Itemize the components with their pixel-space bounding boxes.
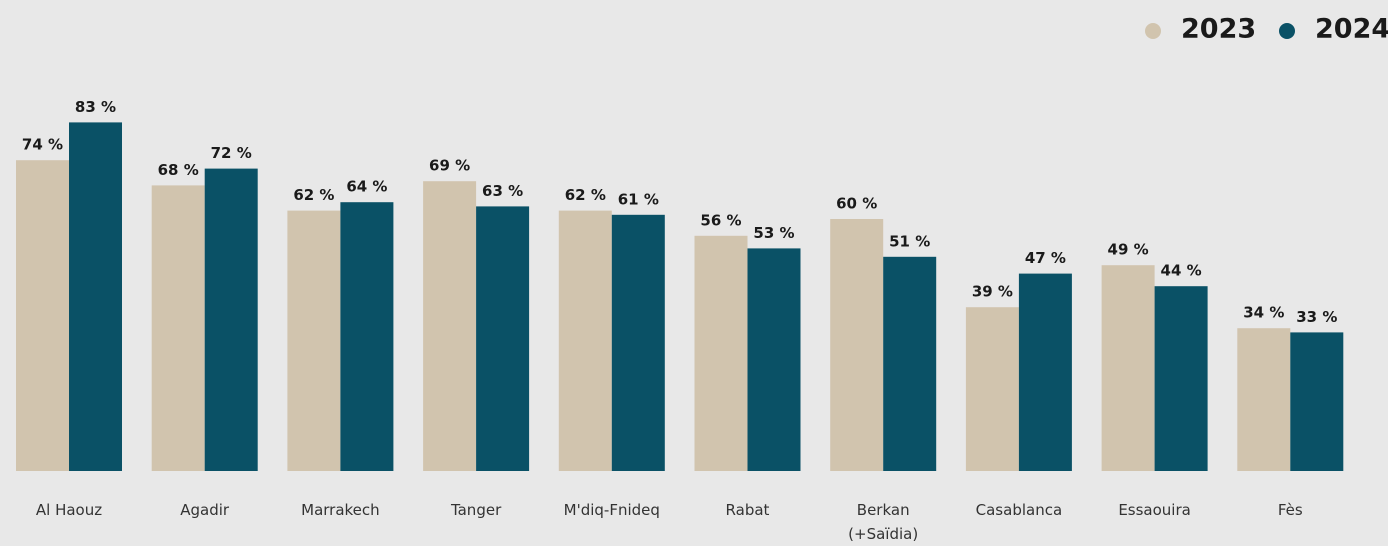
- legend-label: 2024: [1315, 14, 1388, 45]
- bar: [1154, 286, 1208, 471]
- bar: [883, 256, 937, 471]
- data-label: 68 %: [158, 161, 199, 179]
- bar: [151, 185, 205, 471]
- bar: [694, 235, 748, 471]
- bar: [476, 206, 530, 471]
- data-label: 60 %: [836, 195, 877, 213]
- data-label: 69 %: [429, 157, 470, 175]
- x-tick-label: M'diq-Fnideq: [563, 501, 660, 519]
- x-tick-label: Al Haouz: [35, 501, 103, 519]
- x-tick-label: Fès: [1277, 501, 1303, 519]
- bar: [747, 248, 801, 471]
- data-label: 63 %: [482, 182, 523, 200]
- bar: [611, 214, 665, 472]
- x-tick-label: Essaouira: [1118, 501, 1191, 519]
- legend-marker: [1279, 23, 1295, 39]
- bar: [558, 210, 612, 471]
- x-tick-label: Casablanca: [975, 501, 1063, 519]
- bar: [830, 219, 884, 471]
- legend-label: 2023: [1181, 14, 1256, 45]
- data-label: 39 %: [972, 283, 1013, 301]
- data-label: 74 %: [22, 136, 63, 154]
- bar: [1237, 328, 1291, 471]
- bar: [16, 160, 69, 471]
- x-tick-label: Marrakech: [301, 501, 380, 519]
- x-tick-label: Rabat: [725, 501, 770, 519]
- legend-marker: [1145, 23, 1161, 39]
- bar: [69, 122, 122, 472]
- data-label: 62 %: [293, 186, 334, 204]
- data-label: 47 %: [1025, 249, 1066, 267]
- bar: [1018, 273, 1072, 471]
- bar: [1290, 332, 1344, 471]
- data-label: 44 %: [1161, 262, 1202, 280]
- bar: [340, 202, 394, 471]
- bar: [287, 210, 341, 471]
- x-tick-label: Tanger: [450, 501, 502, 519]
- data-label: 64 %: [346, 178, 387, 196]
- data-label: 34 %: [1243, 304, 1284, 322]
- data-label: 62 %: [565, 186, 606, 204]
- data-label: 51 %: [889, 232, 930, 250]
- bar: [204, 168, 258, 471]
- data-label: 72 %: [211, 144, 252, 162]
- data-label: 61 %: [618, 190, 659, 208]
- bar: [423, 181, 477, 471]
- data-label: 53 %: [753, 224, 794, 242]
- bar: [1101, 265, 1155, 471]
- x-tick-label: Agadir: [180, 501, 230, 519]
- data-label: 49 %: [1108, 241, 1149, 259]
- bar: [965, 307, 1019, 471]
- x-tick-label: Berkan (+Saïdia): [848, 501, 919, 543]
- data-label: 56 %: [700, 211, 741, 229]
- data-label: 83 %: [75, 98, 116, 116]
- data-label: 33 %: [1296, 308, 1337, 326]
